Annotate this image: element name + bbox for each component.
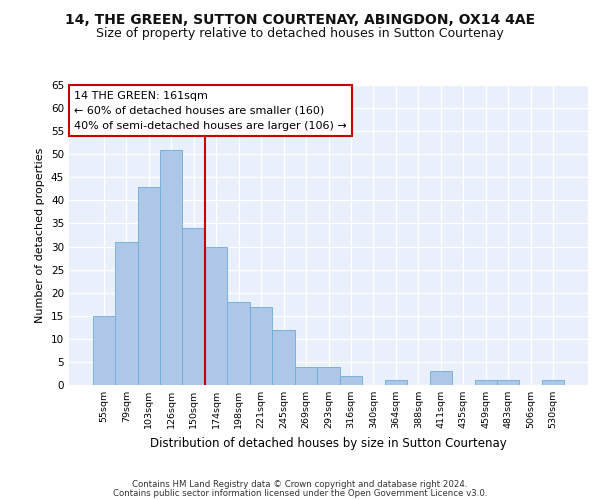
Bar: [115, 242, 137, 385]
Bar: [160, 150, 182, 385]
Bar: [92, 316, 115, 385]
Text: 14, THE GREEN, SUTTON COURTENAY, ABINGDON, OX14 4AE: 14, THE GREEN, SUTTON COURTENAY, ABINGDO…: [65, 12, 535, 26]
Bar: [475, 380, 497, 385]
Bar: [497, 380, 520, 385]
Bar: [137, 186, 160, 385]
X-axis label: Distribution of detached houses by size in Sutton Courtenay: Distribution of detached houses by size …: [150, 436, 507, 450]
Text: Contains public sector information licensed under the Open Government Licence v3: Contains public sector information licen…: [113, 489, 487, 498]
Bar: [340, 376, 362, 385]
Text: Size of property relative to detached houses in Sutton Courtenay: Size of property relative to detached ho…: [96, 28, 504, 40]
Bar: [385, 380, 407, 385]
Bar: [205, 246, 227, 385]
Bar: [542, 380, 565, 385]
Bar: [317, 366, 340, 385]
Y-axis label: Number of detached properties: Number of detached properties: [35, 148, 46, 322]
Bar: [430, 371, 452, 385]
Bar: [182, 228, 205, 385]
Text: Contains HM Land Registry data © Crown copyright and database right 2024.: Contains HM Land Registry data © Crown c…: [132, 480, 468, 489]
Bar: [250, 306, 272, 385]
Bar: [227, 302, 250, 385]
Bar: [295, 366, 317, 385]
Text: 14 THE GREEN: 161sqm
← 60% of detached houses are smaller (160)
40% of semi-deta: 14 THE GREEN: 161sqm ← 60% of detached h…: [74, 91, 347, 130]
Bar: [272, 330, 295, 385]
